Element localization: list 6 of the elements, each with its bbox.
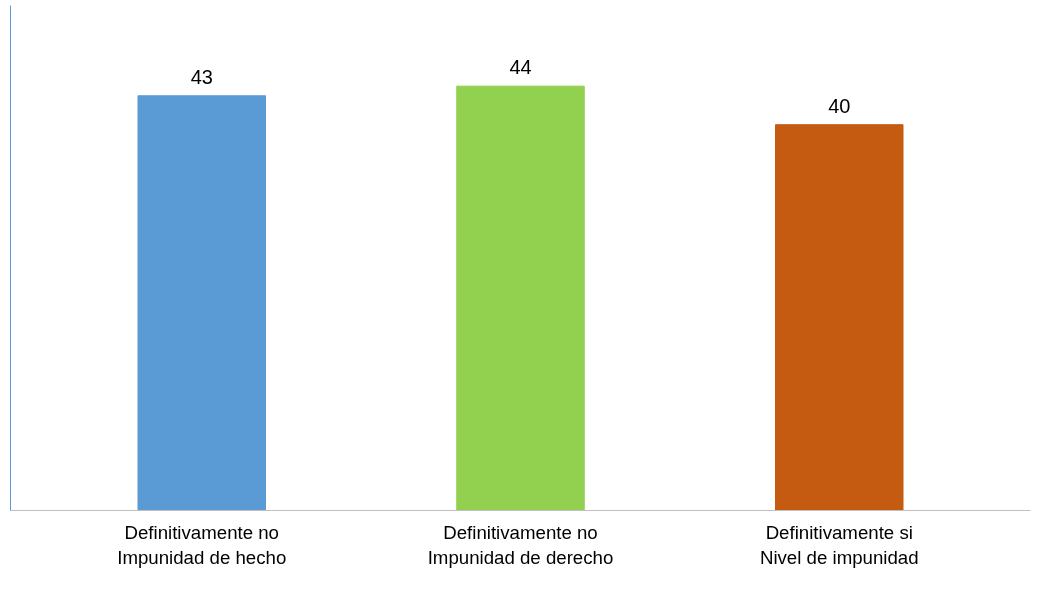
x-tick-label: Definitivamente no Impunidad de hecho — [117, 521, 287, 568]
x-tick-label: Definitivamente si Nivel de impunidad — [759, 521, 919, 568]
data-label: 44 — [509, 56, 532, 79]
x-tick-label: Definitivamente no Impunidad de derecho — [427, 521, 614, 568]
data-label: 40 — [828, 94, 851, 117]
data-label: 43 — [190, 65, 213, 88]
